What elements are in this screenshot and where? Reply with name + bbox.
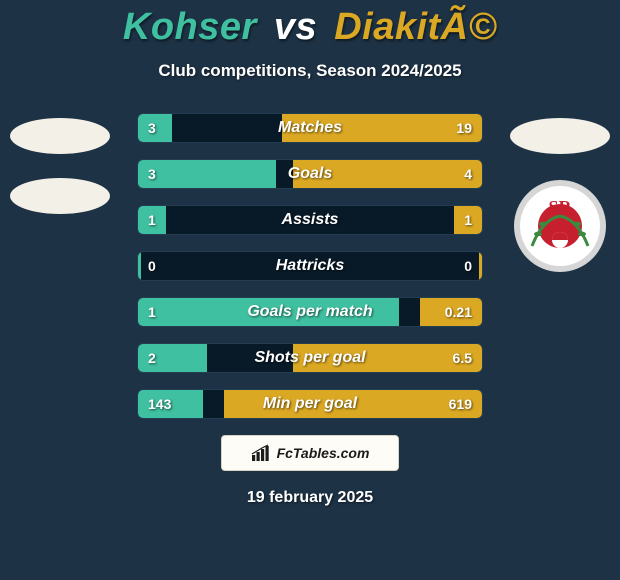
stat-label: Assists: [138, 206, 482, 234]
stat-value-left: 2: [148, 344, 156, 372]
stat-value-left: 3: [148, 114, 156, 142]
stat-row: Hattricks0 0: [137, 251, 483, 281]
stat-value-right: 19: [456, 114, 472, 142]
subtitle: Club competitions, Season 2024/2025: [0, 61, 620, 81]
stat-value-left: 143: [148, 390, 171, 418]
title-vs: vs: [274, 6, 317, 48]
stat-label: Goals per match: [138, 298, 482, 326]
title-player1: Kohser: [123, 6, 257, 48]
stat-label: Min per goal: [138, 390, 482, 418]
stat-value-right: 619: [449, 390, 472, 418]
stat-value-right: 4: [464, 160, 472, 188]
stat-value-left: 1: [148, 298, 156, 326]
club-badge-icon: SR: [512, 178, 608, 274]
brand-badge: FcTables.com: [221, 435, 399, 471]
title-player2: DiakitÃ©: [334, 6, 497, 48]
stat-value-right: 6.5: [453, 344, 472, 372]
stat-label: Matches: [138, 114, 482, 142]
stat-row: Assists1 1: [137, 205, 483, 235]
chart-icon: [251, 444, 271, 462]
footer-date: 19 february 2025: [0, 489, 620, 507]
stat-value-left: 3: [148, 160, 156, 188]
page-title: Kohser vs DiakitÃ©: [0, 0, 620, 49]
stat-value-right: 0.21: [445, 298, 472, 326]
left-badge-area: [10, 118, 110, 214]
svg-text:SR: SR: [548, 197, 572, 217]
stat-label: Hattricks: [138, 252, 482, 280]
stat-label: Shots per goal: [138, 344, 482, 372]
stat-value-left: 0: [148, 252, 156, 280]
brand-text: FcTables.com: [277, 445, 370, 461]
stat-row: Goals3 4: [137, 159, 483, 189]
stat-row: Min per goal143 619: [137, 389, 483, 419]
stat-value-right: 0: [464, 252, 472, 280]
stat-row: Matches3 19: [137, 113, 483, 143]
right-badge-area: SR: [510, 118, 610, 274]
left-placeholder-oval-1: [10, 118, 110, 154]
left-placeholder-oval-2: [10, 178, 110, 214]
stats-chart: Matches319Goals34Assists11Hattricks00Goa…: [137, 113, 483, 419]
stat-value-left: 1: [148, 206, 156, 234]
stat-value-right: 1: [464, 206, 472, 234]
stat-label: Goals: [138, 160, 482, 188]
stat-row: Goals per match1 0.21: [137, 297, 483, 327]
right-placeholder-oval: [510, 118, 610, 154]
stat-row: Shots per goal2 6.5: [137, 343, 483, 373]
